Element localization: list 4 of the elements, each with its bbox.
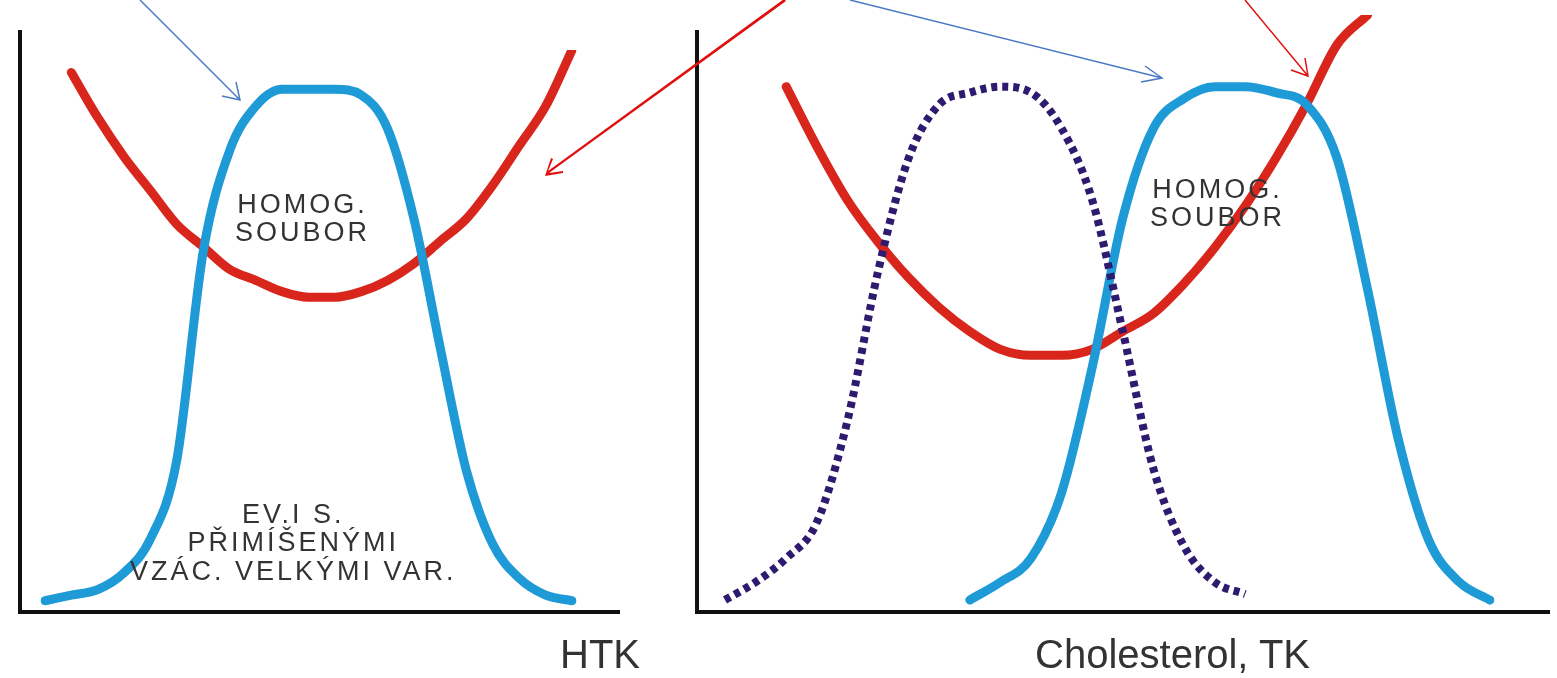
x-axis-title: Cholesterol, TK <box>1035 632 1310 677</box>
annotation: HOMOG. SOUBOR <box>235 189 371 248</box>
x-axis-title: HTK <box>560 632 640 677</box>
annotation: EV.I S. PŘIMÍŠENÝMI VZÁC. VELKÝMI VAR. <box>130 499 457 586</box>
